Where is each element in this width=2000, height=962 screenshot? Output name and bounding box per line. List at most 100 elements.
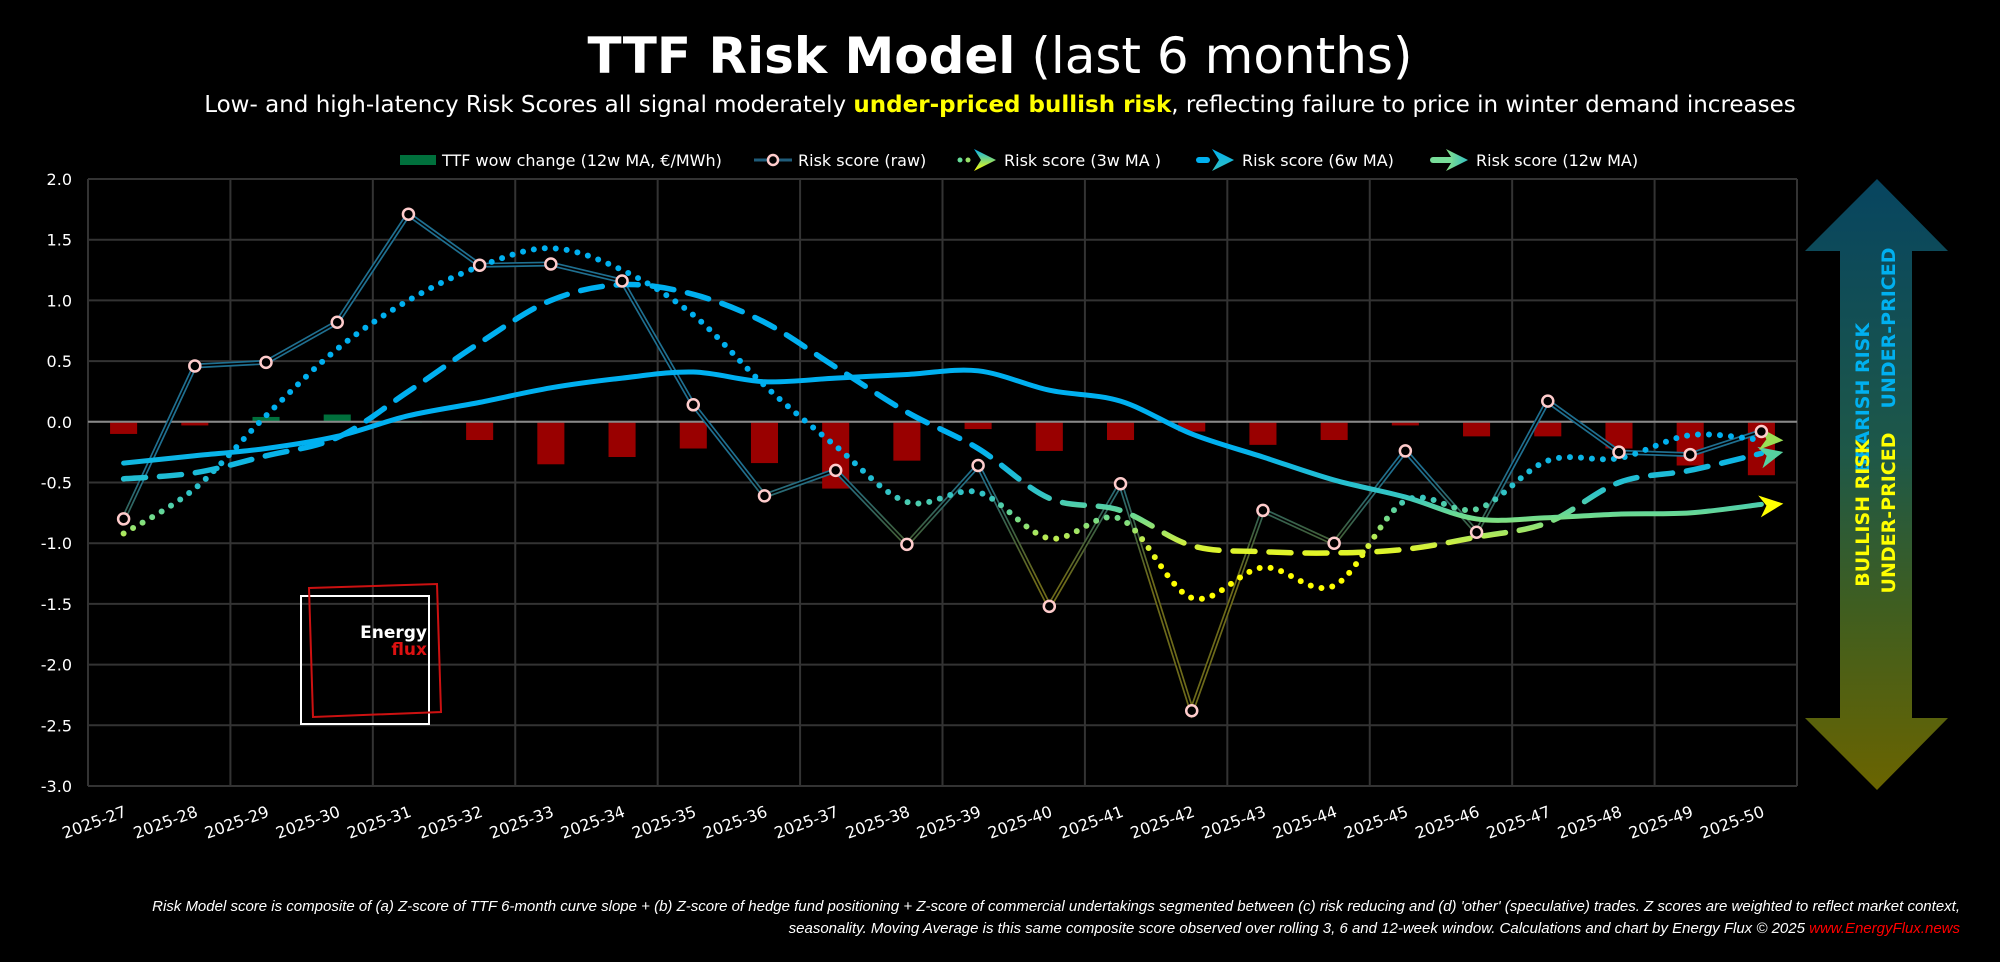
x-tick-label: 2025-29: [202, 802, 271, 843]
raw-marker: [971, 458, 985, 473]
line-12w: [121, 367, 1764, 523]
raw-marker: [900, 537, 914, 552]
raw-marker: [757, 489, 772, 503]
subtitle-highlight: under-priced bullish risk: [853, 92, 1172, 118]
raw-marker: [828, 463, 843, 478]
bar: [466, 421, 494, 441]
footnote: Risk Model score is composite of (a) Z-s…: [0, 896, 1960, 940]
x-tick-label: 2025-38: [843, 802, 912, 843]
x-tick-label: 2025-46: [1413, 802, 1482, 843]
y-tick-label: 1.5: [47, 231, 72, 250]
raw-marker: [1754, 424, 1769, 439]
logo-red-frame: [307, 582, 443, 719]
y-tick-label: 0.0: [47, 413, 72, 432]
x-tick-label: 2025-45: [1341, 802, 1410, 843]
raw-marker: [1612, 445, 1626, 459]
x-tick-label: 2025-35: [629, 802, 698, 843]
y-tick-label: -1.0: [41, 534, 72, 553]
footnote-line-2: seasonality. Moving Average is this same…: [0, 918, 1960, 940]
raw-marker: [1184, 703, 1199, 718]
raw-marker: [1256, 503, 1270, 518]
title-light: (last 6 months): [1015, 27, 1413, 85]
legend-label: TTF wow change (12w MA, €/MWh): [442, 150, 722, 170]
x-tick-label: 2025-49: [1626, 802, 1695, 843]
chart-subtitle: Low- and high-latency Risk Scores all si…: [0, 90, 2000, 120]
raw-marker: [1327, 536, 1341, 550]
y-axis: 2.0 1.5 1.0 0.5 0.0 -0.5 -1.0 -1.5 -2.0 -2.5 -3.0: [41, 170, 72, 796]
logo-white-frame: [300, 595, 430, 725]
line-series-6w: [120, 281, 1784, 556]
logo-text-flux: flux: [391, 640, 427, 660]
bar-series-ttf-wow: [110, 414, 1775, 489]
x-tick-label: 2025-40: [985, 802, 1054, 843]
raw-marker: [1042, 599, 1057, 614]
bar: [1249, 421, 1277, 445]
raw-marker: [1469, 525, 1484, 540]
x-tick-label: 2025-36: [701, 802, 770, 843]
x-tick-label: 2025-43: [1199, 802, 1268, 843]
raw-marker: [615, 274, 629, 288]
y-tick-label: -2.5: [41, 716, 72, 735]
raw-markers: [116, 207, 1769, 718]
bar: [608, 421, 636, 458]
bar: [679, 421, 707, 449]
bar: [964, 421, 992, 430]
x-tick-label: 2025-41: [1057, 802, 1126, 843]
chart-legend: TTF wow change (12w MA, €/MWh) Risk scor…: [0, 148, 2000, 172]
legend-item-raw[interactable]: Risk score (raw): [752, 148, 926, 172]
bar: [1534, 421, 1562, 437]
raw-marker: [544, 257, 558, 271]
raw-marker: [401, 207, 416, 221]
raw-marker: [1398, 444, 1413, 458]
bar: [181, 421, 209, 426]
y-tick-label: 0.5: [47, 352, 72, 371]
y-tick-label: 2.0: [47, 170, 72, 189]
raw-marker: [330, 315, 344, 330]
x-tick-label: 2025-48: [1555, 802, 1624, 843]
legend-label: Risk score (6w MA): [1242, 150, 1394, 170]
bar: [110, 421, 138, 434]
line-6w: [120, 281, 1765, 556]
raw-marker: [472, 258, 487, 272]
x-tick-label: 2025-42: [1128, 802, 1197, 843]
x-axis: 2025-27 2025-28 2025-29 2025-30 2025-31 2025-…: [60, 802, 1767, 843]
x-tick-label: 2025-34: [558, 802, 627, 843]
raw-marker: [116, 512, 131, 526]
bar: [1178, 421, 1206, 432]
bar: [750, 421, 779, 464]
legend-item-3w[interactable]: Risk score (3w MA ): [956, 148, 1161, 172]
legend-item-12w[interactable]: Risk score (12w MA): [1428, 148, 1638, 172]
legend-label: Risk score (12w MA): [1476, 150, 1639, 170]
bar: [323, 414, 351, 422]
double-arrow-icon: [1805, 179, 1948, 790]
y-tick-label: 1.0: [47, 291, 72, 310]
raw-marker: [259, 355, 273, 370]
raw-marker: [1113, 476, 1128, 491]
line-3w: [120, 245, 1765, 602]
x-tick-label: 2025-30: [273, 802, 342, 843]
raw-marker: [686, 398, 701, 412]
dotted-arrow-icon: [957, 149, 996, 171]
bar: [537, 421, 565, 465]
energyflux-link[interactable]: www.EnergyFlux.news: [1809, 920, 1960, 937]
legend-label: Risk score (3w MA ): [1004, 150, 1161, 170]
x-tick-label: 2025-31: [344, 802, 413, 843]
y-tick-label: -1.5: [41, 595, 72, 614]
bar: [1035, 421, 1063, 451]
solid-arrow-icon: [1430, 149, 1468, 171]
circle-marker-line-icon: [754, 153, 792, 167]
line-series-raw: [121, 210, 1763, 719]
bar: [893, 421, 921, 461]
bar: [1320, 421, 1348, 441]
legend-item-ttf-wow[interactable]: TTF wow change (12w MA, €/MWh): [400, 148, 722, 172]
x-tick-label: 2025-47: [1484, 802, 1553, 843]
legend-label: Risk score (raw): [798, 150, 927, 170]
arrow-bottom-label-2: UNDER-PRICED: [1878, 433, 1900, 594]
y-tick-label: -2.0: [41, 656, 72, 675]
legend-item-6w[interactable]: Risk score (6w MA): [1194, 148, 1394, 172]
title-bold: TTF Risk Model: [587, 27, 1016, 85]
dashed-arrow-icon: [1196, 149, 1234, 171]
raw-line-inner: [122, 213, 1762, 714]
arrowhead-6w: [1757, 446, 1784, 469]
